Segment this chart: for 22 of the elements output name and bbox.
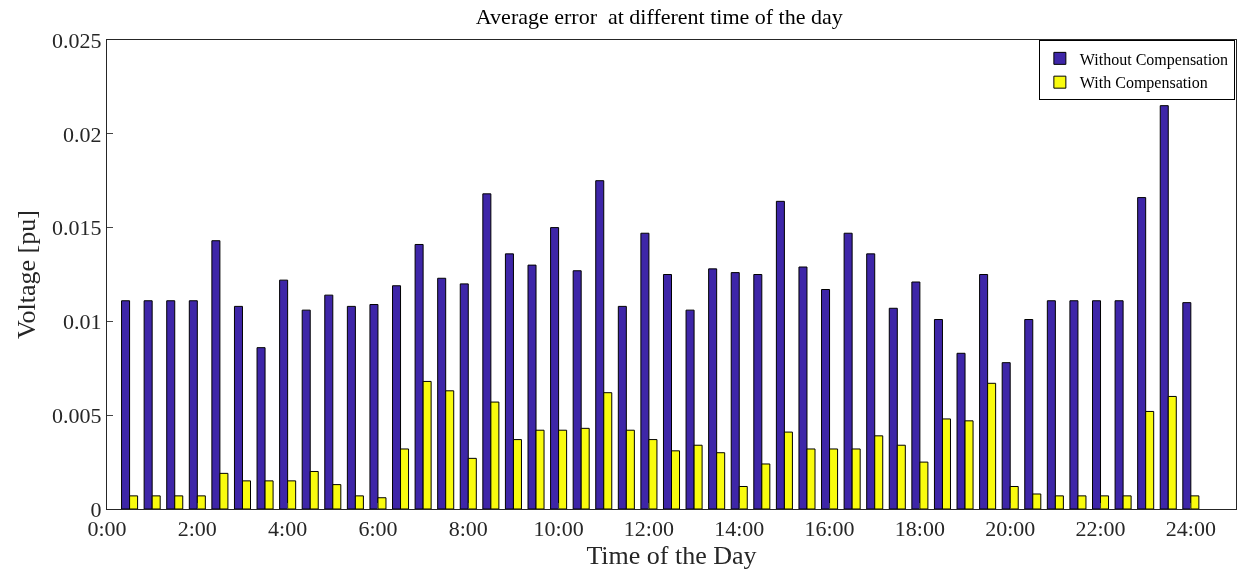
x-tick-label: 10:00 (533, 516, 584, 542)
y-tick-label: 0.005 (52, 402, 102, 428)
legend-label: Without Compensation (1079, 50, 1229, 69)
y-tick-label: 0.025 (52, 27, 102, 53)
x-tick-label: 8:00 (448, 516, 488, 542)
y-tick-label: 0.02 (63, 121, 102, 147)
x-tick-label: 4:00 (268, 516, 308, 542)
legend-label: With Compensation (1079, 74, 1208, 93)
chart-title: Average error at different time of the day (475, 4, 843, 30)
x-tick-label: 16:00 (804, 516, 855, 542)
x-tick-label: 6:00 (358, 516, 398, 542)
x-tick-label: 14:00 (714, 516, 765, 542)
x-tick-label: 20:00 (985, 516, 1036, 542)
x-tick-label: 12:00 (623, 516, 674, 542)
x-axis-title: Time of the Day (586, 541, 757, 571)
y-axis-title: Voltage [pu] (12, 210, 42, 339)
x-tick-label: 2:00 (177, 516, 217, 542)
y-tick-label: 0.015 (52, 215, 102, 241)
x-tick-label: 18:00 (894, 516, 945, 542)
x-tick-label: 22:00 (1075, 516, 1126, 542)
x-tick-label: 24:00 (1165, 516, 1216, 542)
y-tick-label: 0.01 (63, 309, 102, 335)
